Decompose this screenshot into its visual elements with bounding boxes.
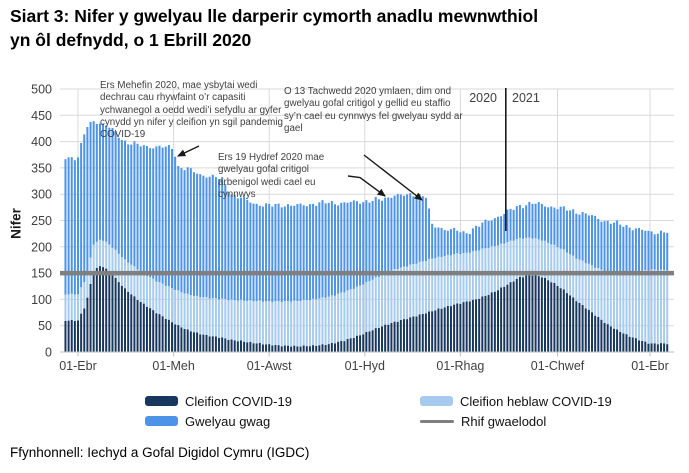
svg-text:200: 200 xyxy=(31,240,52,254)
annotation-oct-19-2020: Ers 19 Hydref 2020 mae gwelyau gofal cri… xyxy=(218,152,325,201)
svg-text:01-Awst: 01-Awst xyxy=(247,359,292,373)
legend-label-cleifion-covid: Cleifion COVID-19 xyxy=(185,393,292,409)
svg-text:250: 250 xyxy=(31,214,52,228)
year-label-2021: 2021 xyxy=(512,91,540,105)
legend-item-cleifion-covid: Cleifion COVID-19 xyxy=(145,393,292,409)
legend-item-gwelyau-gwag: Gwelyau gwag xyxy=(145,413,271,429)
svg-text:350: 350 xyxy=(31,161,52,175)
svg-text:01-Ebr: 01-Ebr xyxy=(631,359,669,373)
annotation-june-2020: Ers Mehefin 2020, mae ysbytai wedi dechr… xyxy=(100,80,283,141)
y-axis-title: Nifer xyxy=(8,208,24,239)
year-label-2020: 2020 xyxy=(469,91,497,105)
legend-item-cleifion-heblaw-covid: Cleifion heblaw COVID-19 xyxy=(420,393,612,409)
x-axis-labels: 01-Ebr 01-Meh 01-Awst 01-Hyd 01-Rhag 01-Chwef… xyxy=(59,359,669,373)
x-axis xyxy=(60,351,674,357)
svg-text:0: 0 xyxy=(45,346,52,360)
svg-text:01-Rhag: 01-Rhag xyxy=(436,359,484,373)
svg-text:400: 400 xyxy=(31,135,52,149)
svg-text:450: 450 xyxy=(31,109,52,123)
legend-label-cleifion-heblaw-covid: Cleifion heblaw COVID-19 xyxy=(460,393,612,409)
svg-text:150: 150 xyxy=(31,267,52,281)
legend-swatch-cleifion-covid xyxy=(145,396,178,406)
legend-label-gwelyau-gwag: Gwelyau gwag xyxy=(185,413,271,429)
legend-swatch-gwelyau-gwag xyxy=(145,416,178,426)
legend-label-rhif-gwaelodol: Rhif gwaelodol xyxy=(461,413,547,429)
baseline-line xyxy=(60,270,674,276)
source-note: Ffynhonnell: Iechyd a Gofal Digidol Cymr… xyxy=(10,445,310,460)
bars xyxy=(64,121,669,352)
svg-text:01-Meh: 01-Meh xyxy=(152,359,194,373)
y-axis-labels: 0 50 100 150 200 250 300 350 400 450 500 xyxy=(31,83,52,360)
chart-title: Siart 3: Nifer y gwelyau lle darperir cy… xyxy=(10,6,539,50)
legend-swatch-cleifion-heblaw-covid xyxy=(420,396,453,406)
svg-text:100: 100 xyxy=(31,293,52,307)
svg-text:500: 500 xyxy=(31,83,52,97)
svg-text:50: 50 xyxy=(38,319,52,333)
svg-text:01-Ebr: 01-Ebr xyxy=(59,359,97,373)
annotation-arrows xyxy=(176,145,423,201)
svg-text:01-Hyd: 01-Hyd xyxy=(345,359,385,373)
svg-text:300: 300 xyxy=(31,188,52,202)
legend-swatch-rhif-gwaelodol xyxy=(420,419,454,423)
annotation-nov-13-2020: O 13 Tachwedd 2020 ymlaen, dim ond gwely… xyxy=(284,86,463,135)
svg-text:01-Chwef: 01-Chwef xyxy=(531,359,585,373)
legend-item-rhif-gwaelodol: Rhif gwaelodol xyxy=(420,413,547,429)
